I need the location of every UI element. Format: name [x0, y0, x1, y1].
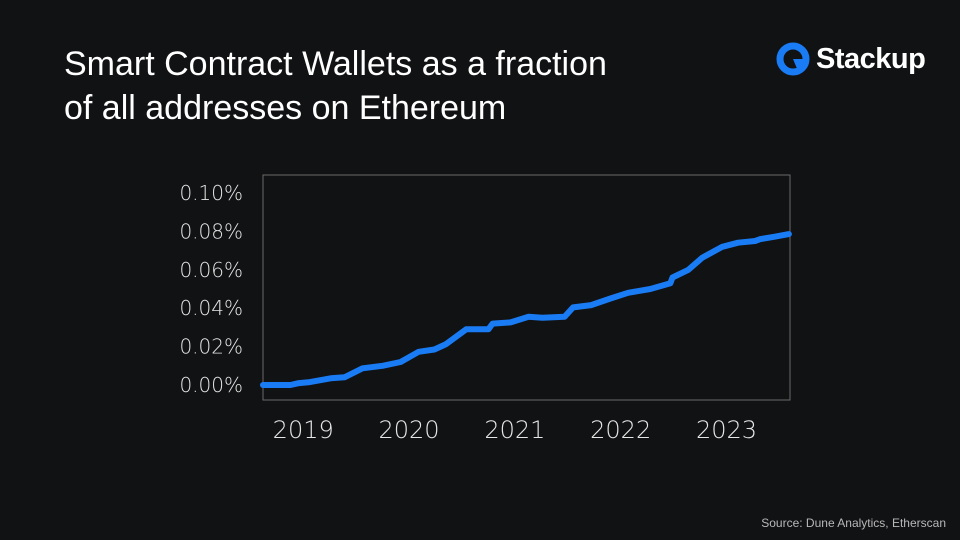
- y-tick-label: 0.06%: [179, 258, 243, 282]
- stackup-logo: Stackup: [776, 42, 926, 76]
- stackup-logo-icon: [776, 42, 810, 76]
- page-title: Smart Contract Wallets as a fraction of …: [64, 42, 607, 130]
- logo-text: Stackup: [816, 42, 926, 75]
- source-note: Source: Dune Analytics, Etherscan: [761, 516, 946, 530]
- y-tick-label: 0.02%: [179, 335, 243, 359]
- y-tick-label: 0.10%: [179, 181, 243, 205]
- x-tick-label: 2021: [484, 416, 545, 444]
- x-tick-label: 2020: [378, 416, 439, 444]
- y-tick-label: 0.08%: [179, 219, 243, 243]
- x-tick-label: 2022: [590, 416, 651, 444]
- y-tick-label: 0.04%: [179, 296, 243, 320]
- x-tick-label: 2023: [696, 416, 757, 444]
- series-line: [260, 231, 792, 388]
- x-tick-label: 2019: [273, 416, 334, 444]
- title-line-2: of all addresses on Ethereum: [64, 89, 507, 127]
- plot-frame: [262, 174, 791, 401]
- title-line-1: Smart Contract Wallets as a fraction: [64, 45, 607, 83]
- y-tick-label: 0.00%: [179, 373, 243, 397]
